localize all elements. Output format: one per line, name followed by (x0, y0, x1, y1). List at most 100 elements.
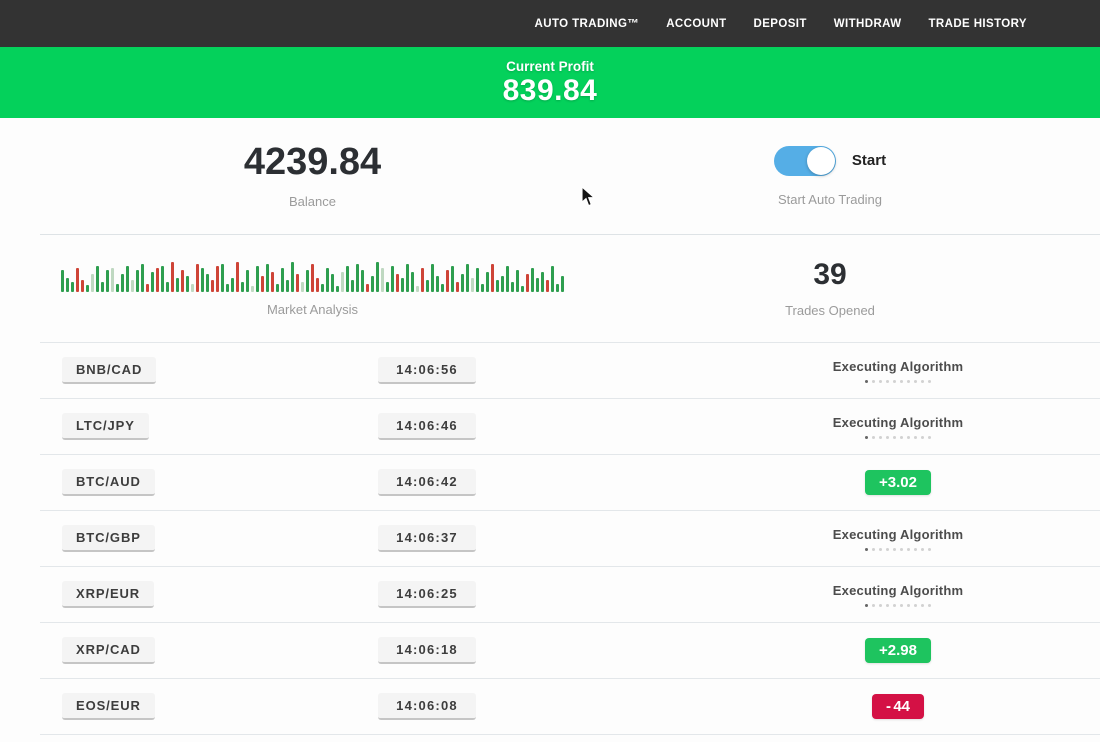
market-analysis-label: Market Analysis (266, 302, 359, 317)
auto-trading-toggle[interactable] (773, 145, 836, 176)
progress-dot (914, 603, 917, 607)
chart-bar (486, 272, 489, 292)
progress-dot (928, 603, 931, 607)
time-badge: 14:06:42 (378, 469, 476, 496)
nav-item-trade-history[interactable]: TRADE HISTORY (928, 17, 1027, 30)
trade-row: XRP/EUR 14:06:25 Executing Algorithm (40, 566, 1100, 622)
chart-bar (281, 268, 284, 292)
chart-bar (396, 274, 399, 292)
nav-item-withdraw[interactable]: WITHDRAW (833, 17, 902, 30)
chart-bar (206, 274, 209, 292)
chart-bar (66, 278, 69, 292)
chart-bar (401, 278, 404, 292)
chart-bar (561, 276, 564, 292)
chart-bar (291, 262, 294, 292)
progress-dot (865, 379, 868, 383)
chart-bar (551, 266, 554, 292)
start-auto-trading-label: Start Auto Trading (777, 191, 883, 207)
progress-dot (893, 547, 896, 551)
progress-dot (921, 435, 924, 439)
trade-row: EOS/EUR 14:06:08 -44 (40, 678, 1100, 734)
chart-bar (416, 286, 419, 292)
chart-bar (466, 264, 469, 292)
chart-bar (476, 268, 479, 292)
balance-label: Balance (289, 194, 336, 209)
chart-bar (341, 272, 344, 292)
trade-row: LTC/JPY 14:06:46 Executing Algorithm (40, 398, 1100, 454)
progress-dot (914, 379, 917, 383)
chart-bar (261, 276, 264, 292)
chart-bar (71, 282, 74, 292)
pair-badge: BNB/CAD (62, 357, 157, 384)
pair-badge: BTC/AUD (62, 469, 155, 496)
chart-bar (266, 264, 269, 292)
result-sign: + (879, 474, 888, 491)
chart-bar (536, 278, 539, 292)
chart-bar (336, 286, 339, 292)
progress-dot (928, 435, 931, 439)
chart-bar (246, 270, 249, 292)
trade-row: XRP/CAD 14:06:18 +2.98 (40, 622, 1100, 678)
current-profit-banner: Current Profit 839.84 (0, 47, 1100, 118)
progress-dot (900, 435, 903, 439)
progress-dot (914, 435, 917, 439)
chart-bar (166, 282, 169, 292)
chart-bar (201, 268, 204, 292)
chart-bar (171, 262, 174, 292)
progress-dot (879, 603, 882, 607)
progress-dot (865, 603, 868, 607)
nav-item-deposit[interactable]: DEPOSIT (753, 17, 807, 30)
nav-item-auto-trading[interactable]: AUTO TRADING™ (534, 17, 640, 30)
executing-status: Executing Algorithm (833, 527, 963, 551)
progress-dot (907, 547, 910, 551)
chart-bar (421, 268, 424, 292)
chart-bar (161, 266, 164, 292)
market-analysis-chart (61, 260, 564, 292)
chart-bar (301, 282, 304, 292)
chart-bar (61, 270, 64, 292)
progress-dot (879, 379, 882, 383)
chart-bar (196, 264, 199, 292)
progress-dot (921, 379, 924, 383)
divider (40, 234, 1100, 235)
current-profit-value: 839.84 (502, 74, 598, 107)
nav-item-account[interactable]: ACCOUNT (666, 17, 727, 30)
toggle-start-label: Start (851, 152, 887, 169)
chart-bar (511, 282, 514, 292)
pair-badge: BTC/GBP (62, 525, 155, 552)
chart-bar (316, 278, 319, 292)
progress-dot (900, 379, 903, 383)
chart-bar (81, 280, 84, 292)
executing-label: Executing Algorithm (832, 358, 964, 374)
chart-bar (331, 274, 334, 292)
chart-bar (86, 285, 89, 292)
time-badge: 14:06:25 (378, 581, 476, 608)
progress-dot (893, 435, 896, 439)
trade-row: BTC/AUD 14:06:42 +3.02 (40, 454, 1100, 510)
progress-dot (865, 547, 868, 551)
chart-bar (311, 264, 314, 292)
progress-dot (886, 435, 889, 439)
chart-bar (101, 282, 104, 292)
chart-bar (381, 268, 384, 292)
chart-bar (321, 284, 324, 292)
progress-dot (865, 435, 868, 439)
chart-bar (176, 278, 179, 292)
chart-bar (406, 264, 409, 292)
executing-label: Executing Algorithm (832, 526, 964, 542)
executing-status: Executing Algorithm (833, 359, 963, 383)
chart-bar (186, 276, 189, 292)
progress-dot (886, 547, 889, 551)
chart-bar (386, 282, 389, 292)
balance-value: 4239.84 (243, 141, 382, 183)
pair-badge: EOS/EUR (62, 693, 155, 720)
chart-bar (541, 272, 544, 292)
chart-bar (546, 280, 549, 292)
chart-bar (121, 274, 124, 292)
chart-bar (521, 286, 524, 292)
chart-bar (531, 268, 534, 292)
profit-badge: +3.02 (865, 470, 931, 495)
progress-dots (865, 379, 931, 383)
chart-bar (226, 284, 229, 292)
chart-bar (241, 282, 244, 292)
